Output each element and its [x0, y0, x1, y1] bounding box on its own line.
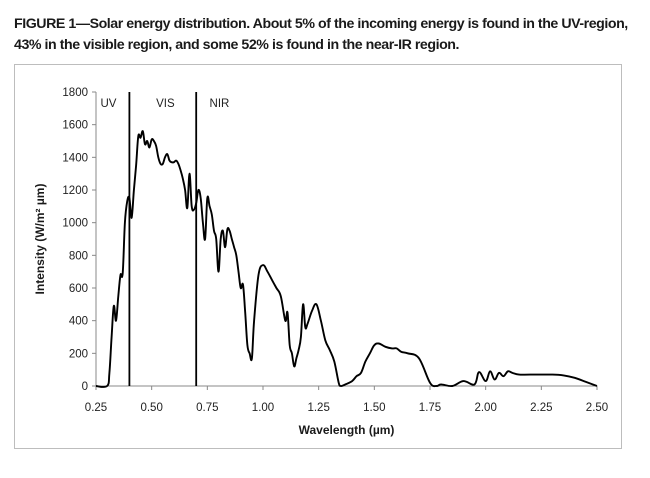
- x-tick-label: 2.00: [474, 402, 496, 414]
- region-label-vis: VIS: [156, 98, 175, 110]
- x-tick-label: 1.50: [363, 402, 385, 414]
- x-tick-label: 0.75: [196, 402, 218, 414]
- x-axis-label: Wavelength (µm): [299, 423, 395, 437]
- x-tick-label: 2.50: [586, 402, 608, 414]
- y-tick-label: 1000: [62, 218, 88, 230]
- x-tick-label: 1.75: [419, 402, 441, 414]
- region-labels: UV VIS NIR: [100, 98, 229, 110]
- y-tick-label: 1600: [62, 120, 88, 132]
- y-axis-label: Intensity (W/m² µm): [33, 184, 47, 295]
- x-tick-label: 1.00: [252, 402, 274, 414]
- y-tick-label: 200: [69, 348, 88, 360]
- x-tick-label: 0.25: [85, 402, 107, 414]
- chart-frame: [14, 64, 622, 449]
- figure-caption: FIGURE 1—Solar energy distribution. Abou…: [14, 16, 628, 53]
- x-tick-label: 1.25: [307, 402, 329, 414]
- y-axis-ticks: 0 200 400 600 800 1000 1200 1400 1600 1800: [62, 87, 96, 393]
- y-tick-label: 0: [82, 381, 88, 393]
- x-tick-label: 2.25: [530, 402, 552, 414]
- region-label-nir: NIR: [210, 98, 230, 110]
- y-tick-label: 1800: [62, 87, 88, 99]
- region-boundaries: [128, 92, 198, 386]
- y-tick-label: 400: [69, 316, 88, 328]
- x-axis-ticks: 0.25 0.50 0.75 1.00 1.25 1.50 1.75 2.00 2.25 2.50: [85, 386, 608, 414]
- region-label-uv: UV: [100, 98, 116, 110]
- spectrum-line: [95, 130, 598, 389]
- y-tick-label: 600: [69, 283, 88, 295]
- x-tick-label: 0.50: [140, 402, 162, 414]
- y-tick-label: 800: [69, 250, 88, 262]
- y-tick-label: 1400: [62, 152, 88, 164]
- y-tick-label: 1200: [62, 185, 88, 197]
